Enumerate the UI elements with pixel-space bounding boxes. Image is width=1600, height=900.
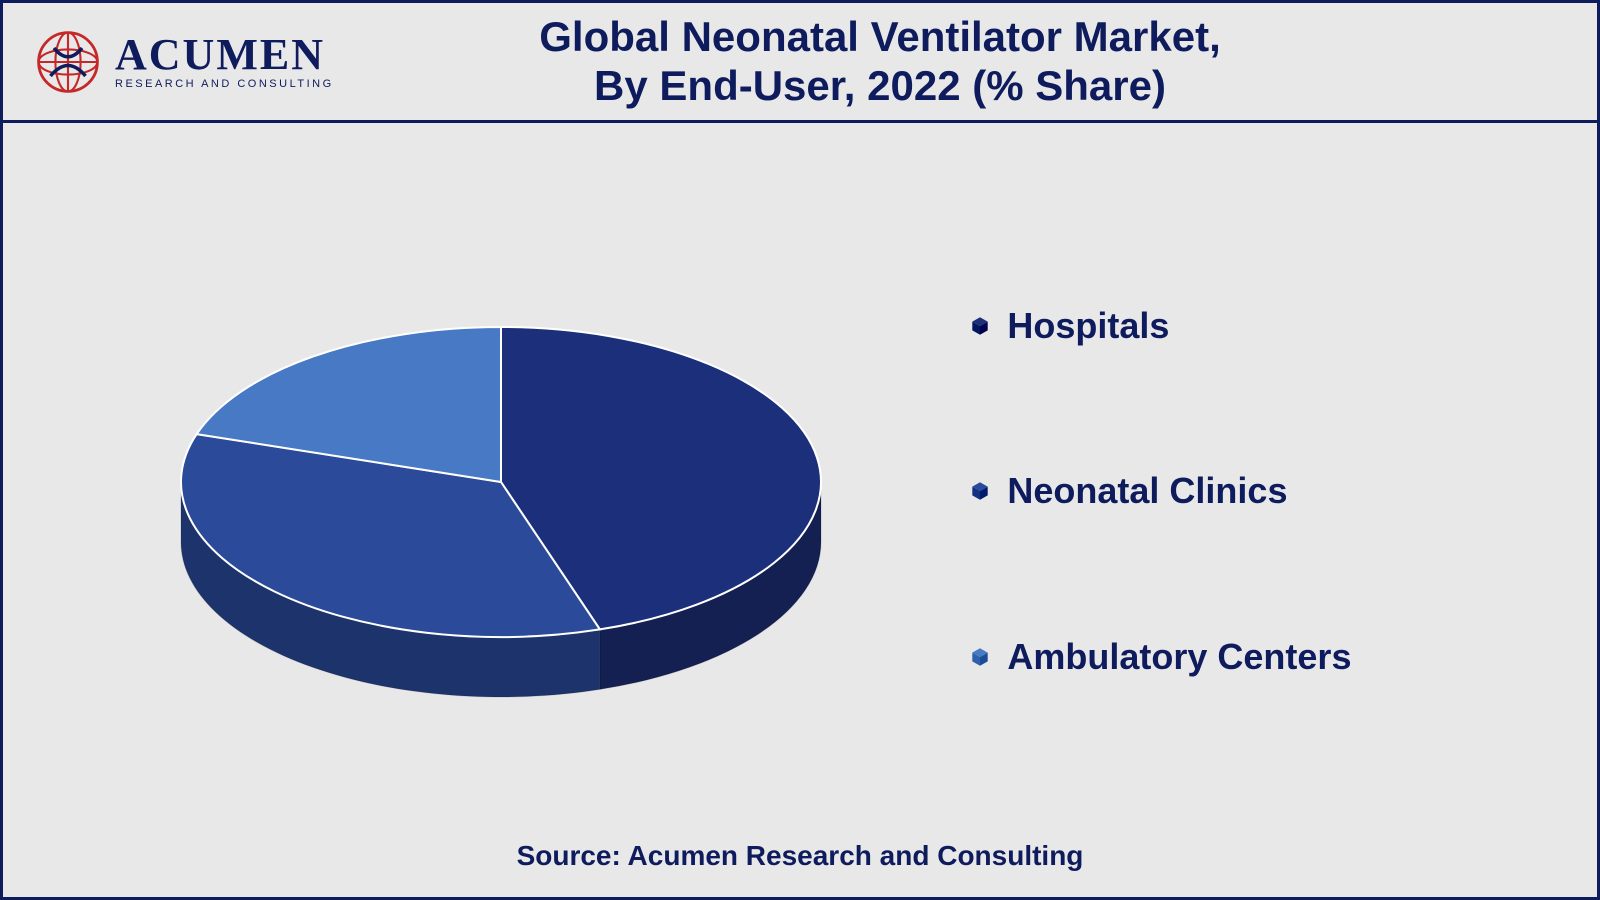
logo-brand: ACUMEN	[115, 33, 334, 77]
legend-item: Neonatal Clinics	[969, 470, 1527, 512]
logo-block: ACUMEN RESEARCH AND CONSULTING	[33, 27, 393, 97]
logo-text: ACUMEN RESEARCH AND CONSULTING	[115, 33, 334, 90]
chart-area: Hospitals Neonatal Clinics Ambulatory Cent…	[3, 123, 1597, 840]
header-bar: ACUMEN RESEARCH AND CONSULTING Global Ne…	[3, 3, 1597, 123]
legend-label: Hospitals	[1007, 305, 1169, 347]
legend-marker-icon	[969, 480, 991, 502]
logo-globe-icon	[33, 27, 103, 97]
pie-chart	[151, 292, 851, 712]
legend-marker-icon	[969, 315, 991, 337]
chart-title-line2: By End-User, 2022 (% Share)	[393, 62, 1367, 110]
chart-title-line1: Global Neonatal Ventilator Market,	[393, 13, 1367, 61]
outer-frame: ACUMEN RESEARCH AND CONSULTING Global Ne…	[0, 0, 1600, 900]
legend-item: Hospitals	[969, 305, 1527, 347]
logo-tagline: RESEARCH AND CONSULTING	[115, 79, 334, 90]
source-text: Source: Acumen Research and Consulting	[3, 840, 1597, 897]
chart-title: Global Neonatal Ventilator Market, By En…	[393, 13, 1567, 110]
legend-marker-icon	[969, 646, 991, 668]
legend: Hospitals Neonatal Clinics Ambulatory Cent…	[949, 183, 1547, 820]
legend-item: Ambulatory Centers	[969, 636, 1527, 678]
legend-label: Neonatal Clinics	[1007, 470, 1287, 512]
legend-label: Ambulatory Centers	[1007, 636, 1351, 678]
pie-chart-container	[53, 183, 949, 820]
